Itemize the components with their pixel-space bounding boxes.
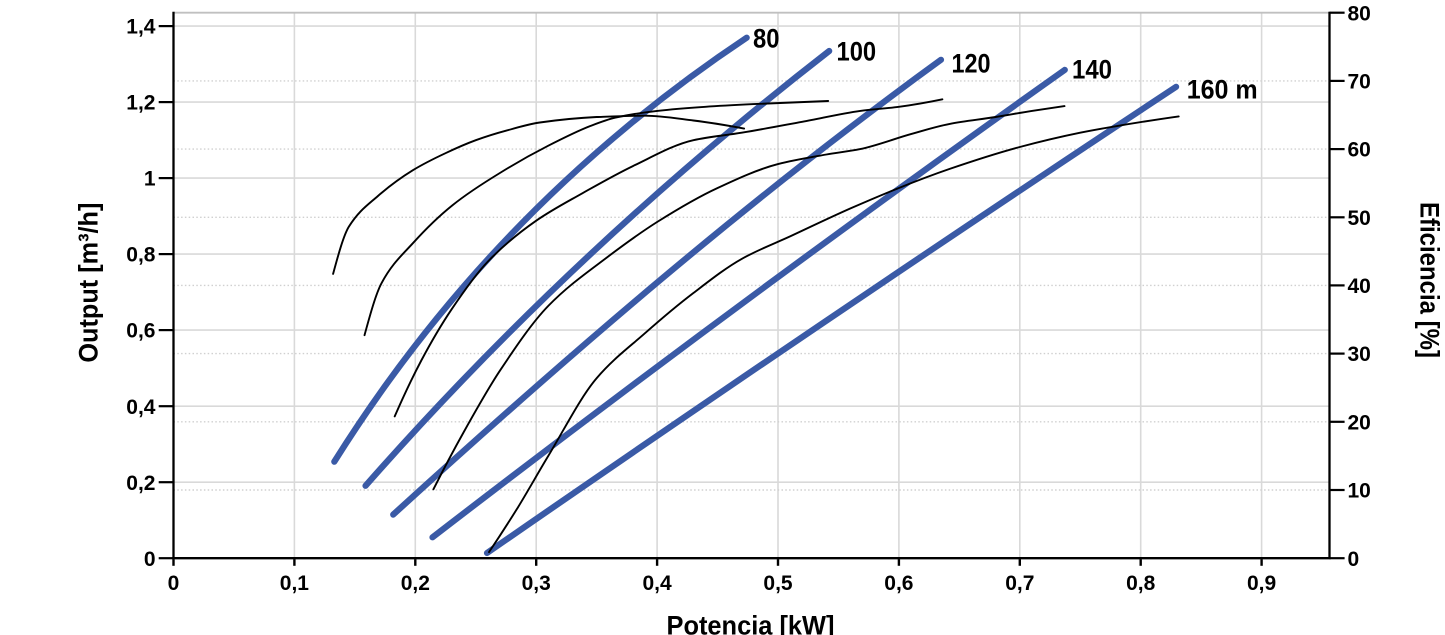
svg-text:0,2: 0,2 [401,572,430,595]
svg-text:Potencia [kW]: Potencia [kW] [667,611,835,635]
svg-text:160 m: 160 m [1187,74,1258,104]
svg-text:30: 30 [1348,343,1371,366]
svg-text:70: 70 [1348,71,1371,94]
svg-text:1,2: 1,2 [126,92,155,115]
svg-text:40: 40 [1348,275,1371,298]
svg-text:1: 1 [144,168,156,191]
svg-text:0,4: 0,4 [642,572,672,595]
svg-text:0,7: 0,7 [1005,572,1034,595]
svg-text:0: 0 [144,548,156,571]
svg-text:0,5: 0,5 [763,572,793,595]
svg-text:Eficiencia [%]: Eficiencia [%] [1415,202,1445,358]
svg-text:0,3: 0,3 [522,572,551,595]
svg-text:0,2: 0,2 [126,472,155,495]
svg-text:Output [m³/h]: Output [m³/h] [73,203,103,363]
svg-text:80: 80 [1348,2,1371,25]
svg-text:0,8: 0,8 [126,244,156,267]
svg-text:0,6: 0,6 [884,572,913,595]
svg-text:140: 140 [1072,54,1112,84]
svg-text:0,1: 0,1 [280,572,310,595]
svg-text:0: 0 [168,572,180,595]
svg-text:0,4: 0,4 [126,396,156,419]
svg-text:120: 120 [952,48,991,78]
svg-text:100: 100 [837,37,877,67]
svg-text:0,8: 0,8 [1126,572,1156,595]
svg-text:50: 50 [1348,207,1371,230]
svg-text:0,9: 0,9 [1247,572,1276,595]
svg-text:80: 80 [753,23,780,53]
svg-text:60: 60 [1348,139,1371,162]
svg-text:0,6: 0,6 [126,320,155,343]
svg-text:10: 10 [1348,480,1371,503]
svg-text:20: 20 [1348,411,1371,434]
svg-text:1,4: 1,4 [126,16,156,39]
svg-text:0: 0 [1348,548,1360,571]
